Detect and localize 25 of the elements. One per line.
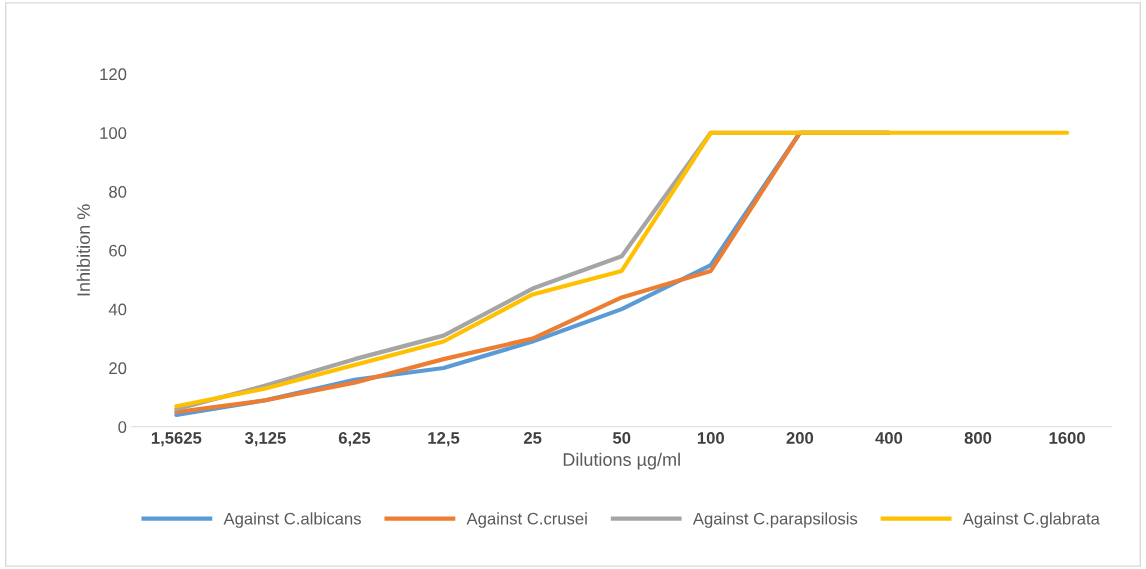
line-series <box>174 130 1070 409</box>
x-tick-label: 1,5625 <box>151 432 202 447</box>
y-tick-label: 120 <box>100 68 127 81</box>
y-tick-label: 60 <box>109 244 127 257</box>
x-tick-label: 800 <box>964 432 992 444</box>
legend-label: Against C.crusei <box>466 512 587 528</box>
x-tick-label: 3,125 <box>244 432 286 447</box>
legend-label: Against C.albicans <box>223 512 361 528</box>
x-tick-label: 50 <box>612 432 631 444</box>
x-axis-title: Dilutions µg/ml <box>563 452 680 470</box>
y-tick-label: 80 <box>109 185 127 198</box>
y-axis-title: Inhibition % <box>76 204 90 296</box>
x-tick-label: 12,5 <box>428 432 460 447</box>
x-tick-label: 25 <box>523 432 542 444</box>
y-tick-label: 20 <box>109 362 127 375</box>
x-tick-label: 400 <box>875 432 903 444</box>
legend-label: Against C.glabrata <box>962 512 1100 528</box>
x-tick-label: 200 <box>786 432 814 444</box>
legend-label: Against C.parapsilosis <box>692 512 858 528</box>
y-tick-label: 100 <box>100 127 127 139</box>
x-tick-label: 1600 <box>1049 432 1085 444</box>
x-tick-label: 100 <box>697 432 724 444</box>
x-tick-label: 6,25 <box>338 432 371 447</box>
y-tick-label: 0 <box>118 421 127 433</box>
y-tick-label: 40 <box>108 303 127 316</box>
